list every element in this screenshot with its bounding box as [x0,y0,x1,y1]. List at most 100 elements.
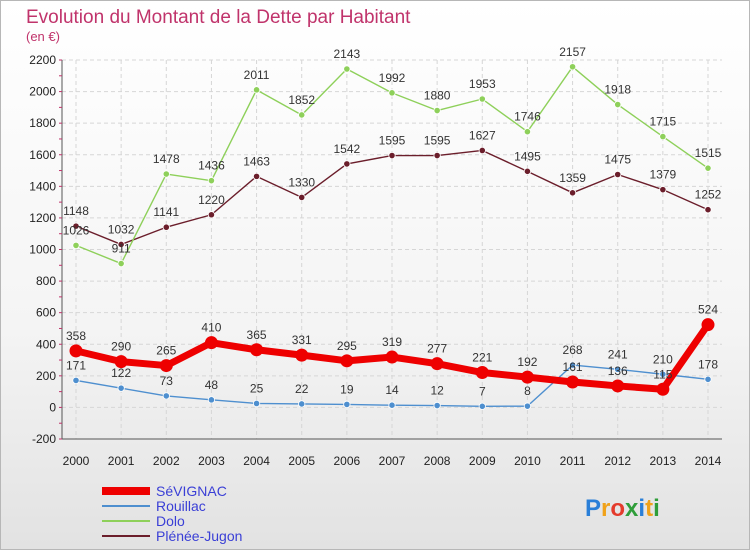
data-point-rouillac [433,401,441,410]
data-point-dolo [343,65,351,73]
data-label-rouillac: 178 [698,357,718,371]
data-label-rouillac: 241 [608,347,628,361]
data-point-rouillac [388,401,396,409]
data-point-rouillac [72,376,80,385]
data-label-s-vignac: 331 [292,333,312,347]
data-label-pl-n-e-jugon: 1379 [650,168,677,182]
x-tick-label: 2012 [604,454,631,468]
data-point-s-vignac [430,357,444,371]
axes: -200 0 200 400 600 800 1000 1200 1400 1600 1800 200… [29,53,722,468]
data-label-s-vignac: 524 [698,303,718,317]
data-point-dolo [207,177,216,185]
chart-title: Evolution du Montant de la Dette par Hab… [26,7,411,28]
legend-label-dolo: Dolo [156,513,185,529]
y-tick-label: -200 [32,432,56,446]
data-label-dolo: 1436 [198,159,225,173]
data-label-s-vignac: 277 [427,342,447,356]
data-label-rouillac: 25 [250,381,264,395]
data-point-dolo [478,95,486,103]
data-point-pl-n-e-jugon [388,151,396,160]
data-label-rouillac: 22 [295,382,309,396]
data-point-pl-n-e-jugon [614,170,622,179]
y-tick-label: 400 [36,337,56,351]
logo-letter: t [645,495,653,522]
data-label-dolo: 1715 [650,115,677,129]
x-tick-label: 2000 [63,454,90,468]
data-point-s-vignac [566,375,580,389]
data-label-pl-n-e-jugon: 1627 [469,128,496,142]
data-label-s-vignac: 365 [247,328,267,342]
data-label-pl-n-e-jugon: 1463 [243,154,270,168]
x-tick-label: 2010 [514,454,541,468]
x-tick-label: 2005 [288,454,315,468]
data-labels: 1148 1032 1141 1220 1463 1330 1542 1595 1595 1627… [63,45,722,399]
data-label-dolo: 1880 [424,89,451,103]
data-point-rouillac [704,375,712,383]
data-point-s-vignac [159,359,173,373]
data-label-dolo: 1992 [379,71,406,85]
x-tick-label: 2006 [334,454,361,468]
x-tick-label: 2008 [424,454,451,468]
data-label-dolo: 1478 [153,152,180,166]
data-label-rouillac: 48 [205,378,219,392]
data-point-rouillac [343,400,351,409]
data-point-s-vignac [340,354,354,368]
data-point-pl-n-e-jugon [207,211,216,219]
data-point-pl-n-e-jugon [523,167,532,175]
data-label-rouillac: 171 [66,358,86,372]
data-point-dolo [568,63,577,71]
logo-letter: i [638,495,645,522]
x-tick-label: 2014 [695,454,722,468]
data-point-rouillac [117,384,125,392]
data-point-s-vignac [295,348,309,362]
data-label-pl-n-e-jugon: 1032 [108,222,135,236]
data-label-rouillac: 19 [340,382,354,396]
data-label-s-vignac: 319 [382,335,402,349]
y-tick-label: 2200 [29,53,56,67]
data-point-pl-n-e-jugon [433,151,441,160]
data-point-rouillac [298,400,306,408]
data-label-s-vignac: 161 [563,360,583,374]
data-point-s-vignac [385,350,399,364]
data-label-dolo: 1852 [288,93,315,107]
data-point-rouillac [162,392,170,400]
x-tick-label: 2007 [379,454,406,468]
data-point-s-vignac [520,370,534,384]
data-label-pl-n-e-jugon: 1595 [379,134,406,148]
data-label-pl-n-e-jugon: 1330 [288,175,315,189]
data-label-dolo: 1746 [514,110,541,124]
data-point-s-vignac [250,343,264,357]
x-tick-label: 2001 [108,454,135,468]
data-label-rouillac: 210 [653,352,673,366]
data-label-rouillac: 73 [160,374,174,388]
data-point-rouillac [207,396,216,404]
data-label-pl-n-e-jugon: 1220 [198,193,225,207]
data-point-pl-n-e-jugon [568,189,577,197]
x-tick-label: 2011 [560,454,586,468]
data-point-dolo [72,241,80,249]
data-point-s-vignac [701,318,715,332]
data-label-s-vignac: 265 [156,344,176,358]
data-point-dolo [433,106,441,115]
data-point-s-vignac [204,336,218,350]
y-tick-label: 1200 [29,211,56,225]
x-tick-label: 2013 [650,454,677,468]
data-point-pl-n-e-jugon [343,160,351,168]
data-point-dolo [388,89,396,97]
data-point-dolo [252,86,261,94]
data-point-dolo [162,170,170,178]
data-label-s-vignac: 295 [337,339,357,353]
data-label-s-vignac: 192 [517,355,537,369]
data-label-pl-n-e-jugon: 1495 [514,149,541,163]
data-point-s-vignac [114,355,128,369]
data-label-pl-n-e-jugon: 1542 [334,142,361,156]
data-point-pl-n-e-jugon [162,223,170,231]
data-point-dolo [298,111,306,119]
chart-subtitle: (en €) [26,29,60,44]
data-label-dolo: 2157 [559,45,586,59]
data-label-pl-n-e-jugon: 1359 [559,171,586,185]
x-tick-label: 2003 [198,454,225,468]
series-lines [69,63,715,410]
data-label-s-vignac: 410 [201,321,221,335]
data-point-s-vignac [656,382,670,396]
